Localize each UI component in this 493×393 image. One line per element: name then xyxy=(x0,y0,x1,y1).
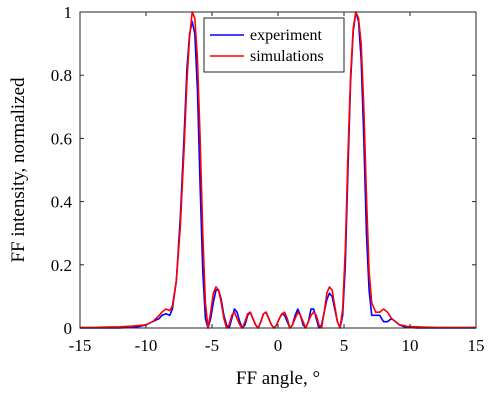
x-tick-label: -5 xyxy=(205,336,219,355)
legend-label-experiment: experiment xyxy=(250,27,323,44)
series-layer xyxy=(80,11,476,329)
y-tick-label: 0.8 xyxy=(51,66,72,85)
series-line-simulations xyxy=(80,11,476,329)
y-tick-label: 0.2 xyxy=(51,256,72,275)
x-tick-label: 5 xyxy=(340,336,349,355)
legend: experiment simulations xyxy=(203,17,345,73)
legend-label-simulations: simulations xyxy=(250,48,324,65)
x-axis-title: FF angle, ° xyxy=(236,368,320,389)
y-tick-label: 0.6 xyxy=(51,129,72,148)
y-tick-label: 0 xyxy=(64,319,73,338)
x-tick-label: 15 xyxy=(468,336,485,355)
x-tick-label: 0 xyxy=(274,336,283,355)
legend-box xyxy=(203,17,345,73)
y-axis-title: FF intensity, normalized xyxy=(8,77,29,263)
y-tick-label: 1 xyxy=(64,3,73,22)
x-tick-label: 10 xyxy=(402,336,419,355)
x-tick-label: -15 xyxy=(69,336,92,355)
y-tick-label: 0.4 xyxy=(51,193,73,212)
axes-layer: -15 -10 -5 0 5 10 15 0 0.2 0.4 0.6 0.8 1 xyxy=(51,3,485,355)
x-tick-label: -10 xyxy=(135,336,158,355)
